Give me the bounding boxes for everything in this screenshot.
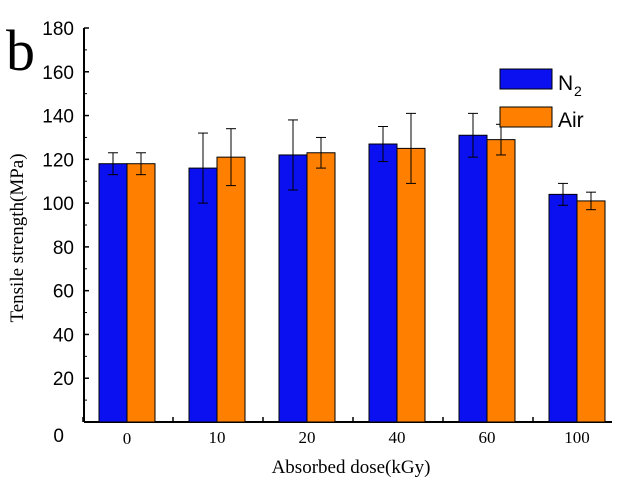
bar	[458, 134, 488, 423]
bar	[486, 139, 516, 423]
x-tick-label: 20	[299, 428, 316, 447]
y-axis-title: Tensile strength(MPa)	[7, 153, 28, 322]
x-tick-label: 0	[123, 429, 132, 448]
legend: N 2 Air	[499, 68, 584, 132]
y-tick-label: 80	[53, 238, 74, 259]
y-tick-label: 0	[53, 426, 64, 447]
y-tick-label: 180	[42, 19, 74, 40]
x-tick-label: 40	[389, 428, 406, 447]
y-tick-label: 160	[42, 63, 74, 84]
legend-swatch	[499, 68, 553, 90]
y-tick-label: 40	[53, 325, 74, 346]
x-axis-title: Absorbed dose(kGy)	[272, 457, 431, 478]
x-tick-label: 100	[564, 428, 590, 447]
y-tick-label: 60	[53, 282, 74, 303]
y-tick-label: 100	[42, 194, 74, 215]
bar	[548, 193, 578, 423]
bar	[306, 152, 336, 423]
bar	[278, 154, 308, 423]
x-tick-label: 10	[209, 428, 226, 447]
panel-label: b	[6, 18, 35, 83]
bar	[368, 143, 398, 423]
plot-area: 0 20 40 60 80 100 120 140 160 180 0 10 20 40 60 100	[42, 19, 612, 448]
y-tick-label: 120	[42, 150, 74, 171]
y-tick-label: 20	[53, 369, 74, 390]
bar	[576, 200, 606, 423]
bar	[216, 156, 246, 423]
legend-label-subscript: 2	[574, 83, 582, 99]
bar	[98, 163, 128, 423]
bar	[188, 167, 218, 423]
y-tick-label: 140	[42, 107, 74, 128]
bar	[126, 163, 156, 423]
legend-label: N	[558, 72, 573, 95]
legend-label: Air	[558, 109, 584, 132]
legend-swatch	[499, 106, 553, 128]
bar	[396, 147, 426, 423]
x-tick-label: 60	[479, 428, 496, 447]
